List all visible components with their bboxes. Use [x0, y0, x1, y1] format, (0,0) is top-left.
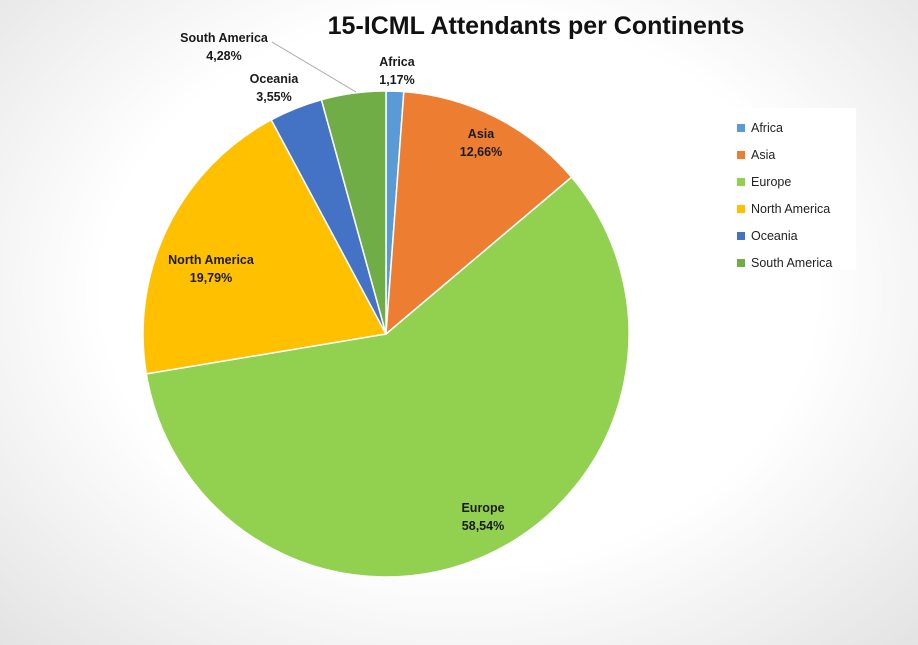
legend-item: North America — [714, 195, 856, 222]
legend-swatch — [737, 204, 745, 213]
legend-label: Asia — [751, 147, 776, 162]
chart-title: 15-ICML Attendants per Continents — [327, 12, 745, 40]
legend-item: Oceania — [714, 222, 856, 249]
legend-label: North America — [751, 201, 831, 216]
pie-slice-europe — [145, 176, 630, 578]
legend-item: Africa — [714, 114, 856, 141]
slice-label-value: 3,55% — [256, 90, 291, 104]
legend-swatch — [737, 123, 745, 132]
slice-label-name: Africa — [379, 55, 415, 69]
slice-label-name: North America — [168, 253, 255, 267]
slice-label-value: 1,17% — [379, 73, 414, 87]
legend-label: Africa — [751, 120, 783, 135]
slice-label-value: 58,54% — [462, 519, 504, 533]
legend-swatch — [737, 258, 745, 267]
legend-label: Oceania — [751, 228, 798, 243]
pie-slice-north-america — [142, 118, 388, 375]
leader-line — [271, 41, 357, 93]
legend-swatch — [737, 177, 745, 186]
legend: Africa Asia Europe North America Oceania Sout… — [714, 108, 856, 270]
slice-label-value: 12,66% — [460, 145, 502, 159]
slice-label-name: Oceania — [250, 72, 300, 86]
slice-label-value: 4,28% — [206, 49, 241, 63]
legend-swatch — [737, 231, 745, 240]
legend-item: South America — [714, 249, 856, 276]
legend-item: Europe — [714, 168, 856, 195]
legend-swatch — [737, 150, 745, 159]
pie-slice-asia — [385, 90, 573, 336]
pie-slice-south-america — [320, 90, 387, 335]
legend-item: Asia — [714, 141, 856, 168]
slice-label-value: 19,79% — [190, 271, 232, 285]
slice-label-name: South America — [180, 31, 269, 45]
slice-label-name: Europe — [461, 501, 504, 515]
legend-label: South America — [751, 255, 833, 270]
slice-label-name: Asia — [468, 127, 495, 141]
legend-label: Europe — [751, 174, 792, 189]
